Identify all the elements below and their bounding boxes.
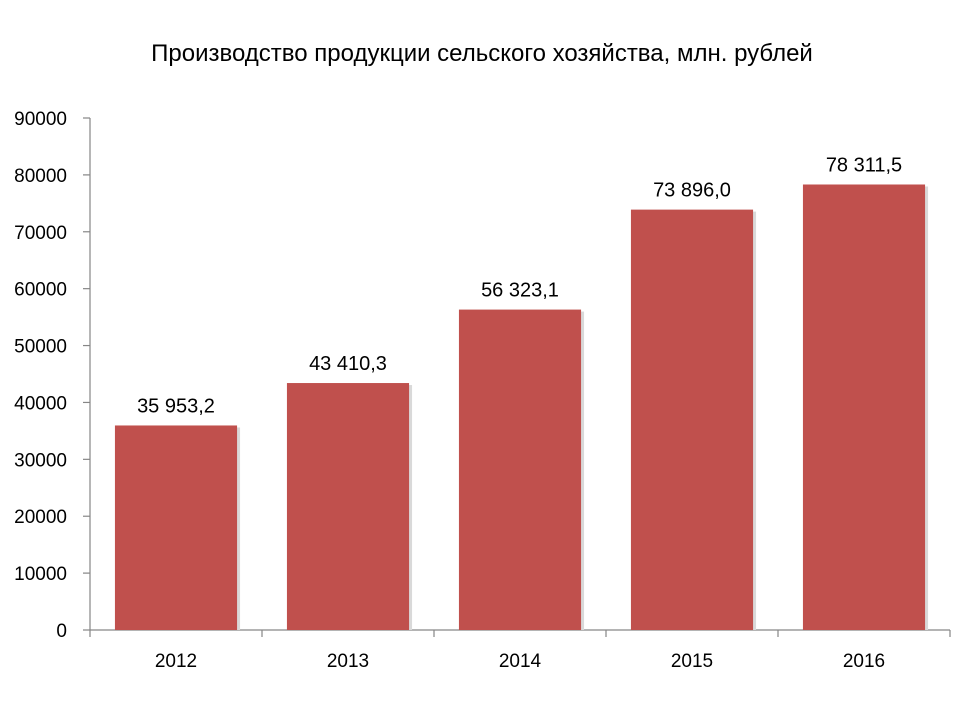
y-tick-label: 80000	[14, 166, 67, 187]
y-tick-label: 30000	[14, 450, 67, 471]
bar-2015	[630, 209, 754, 630]
y-tick-label: 0	[56, 621, 67, 642]
y-tick-label: 70000	[14, 223, 67, 244]
x-tick-label-2015: 2015	[671, 651, 713, 672]
y-tick-label: 20000	[14, 507, 67, 528]
bar-2016	[802, 184, 926, 631]
bar-2012	[114, 425, 238, 630]
data-label-2013: 43 410,3	[309, 353, 387, 375]
x-tick-label-2016: 2016	[843, 651, 885, 672]
x-tick-label-2014: 2014	[499, 651, 542, 672]
bars-group	[114, 184, 929, 631]
chart-title: Производство продукции сельского хозяйст…	[151, 40, 813, 67]
y-tick-label: 50000	[14, 337, 67, 358]
x-tick-label-2012: 2012	[155, 651, 197, 672]
data-label-2015: 73 896,0	[653, 180, 731, 202]
y-tick-label: 60000	[14, 280, 67, 301]
x-tick-label-2013: 2013	[327, 651, 369, 672]
y-tick-label: 90000	[14, 109, 67, 130]
data-label-2014: 56 323,1	[481, 280, 559, 302]
y-tick-label: 10000	[14, 564, 67, 585]
data-labels-group: 35 953,2 43 410,3 56 323,1 73 896,0 78 311,5	[137, 154, 902, 417]
data-label-2012: 35 953,2	[137, 395, 215, 417]
data-label-2016: 78 311,5	[826, 154, 902, 176]
y-tick-label: 40000	[14, 393, 67, 414]
bar-2014	[458, 309, 582, 630]
bar-2013	[286, 383, 410, 630]
y-axis: 0 10000 20000 30000 40000 50000 60000 70000 8000…	[14, 109, 91, 642]
x-axis: 2012 2013 2014 2015 2016	[89, 629, 951, 672]
